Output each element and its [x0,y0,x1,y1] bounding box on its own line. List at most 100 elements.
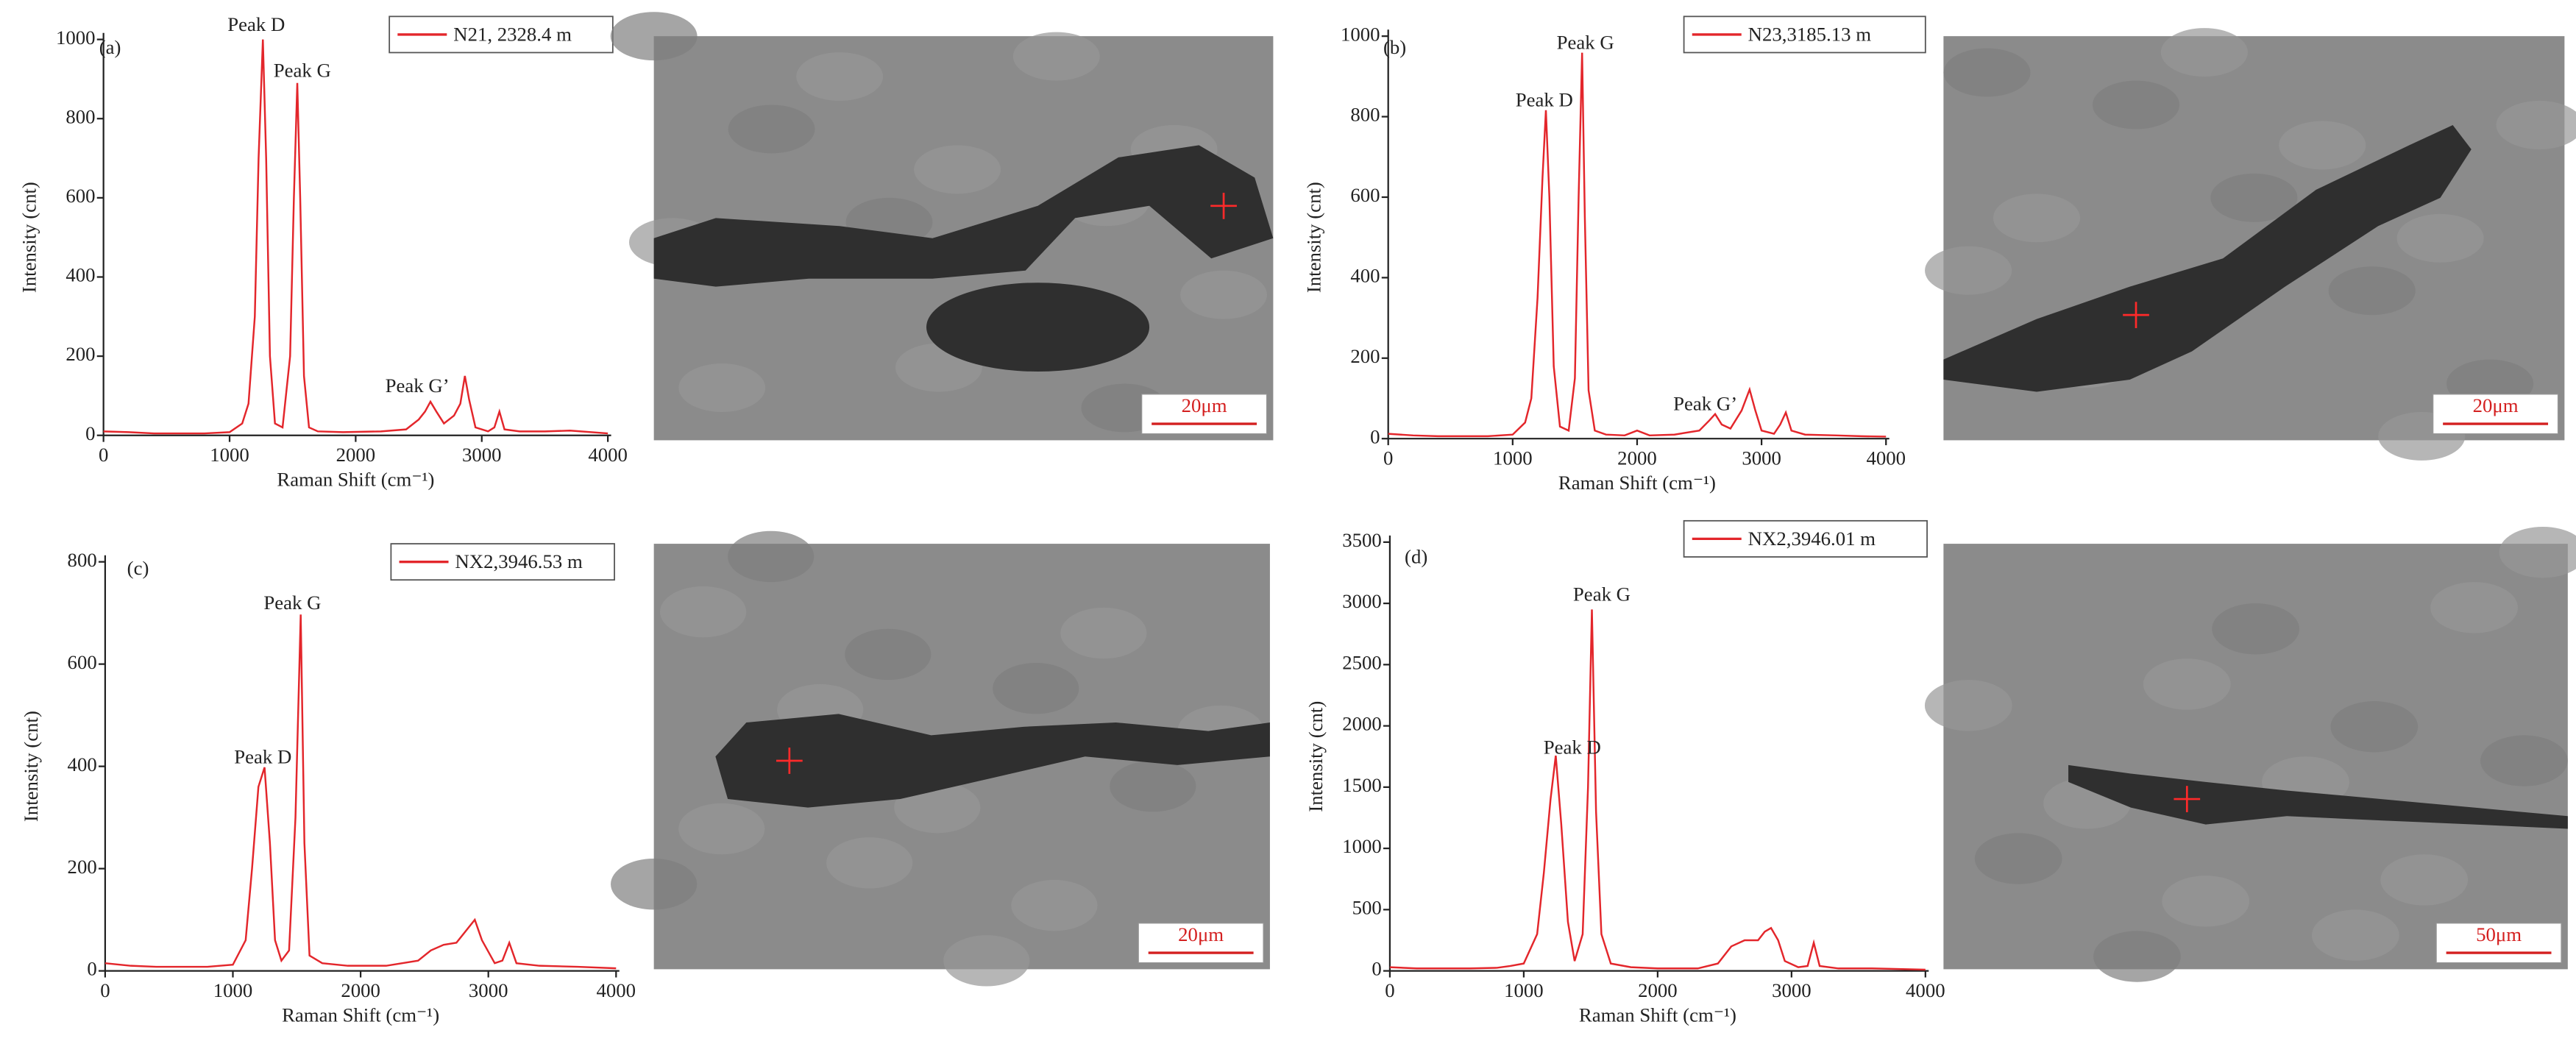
grain [1110,761,1196,812]
spectrum-line [104,614,617,970]
grain [2279,121,2366,170]
y-axis-label: Intensity (cnt) [18,182,40,293]
scale-bar-box [2433,394,2558,435]
grain [1974,833,2062,884]
grain [2092,80,2180,129]
x-tick-label: 2000 [336,444,376,466]
spectrum-line [103,39,608,435]
organic-blob [926,283,1150,372]
grain [2093,931,2181,982]
panel-label: (c) [127,557,149,579]
x-tick-label: 3000 [1742,447,1781,469]
grain [845,628,932,681]
grain [2212,603,2299,655]
peak-annotation: Peak D [1516,89,1573,111]
y-tick-label: 800 [65,105,95,127]
x-axis-label: Raman Shift (cm⁻¹) [277,468,434,490]
y-tick-label: 3000 [1342,590,1382,612]
peak-annotation: Peak G [274,59,331,81]
grain [1924,680,2012,731]
legend-label: NX2,3946.01 m [1748,528,1876,550]
panel-label: (a) [99,36,121,58]
x-tick-label: 1000 [213,979,253,1001]
grain [1180,270,1267,319]
grain [678,363,766,412]
y-tick-label: 600 [65,185,95,207]
grain [728,530,815,583]
grain [2328,266,2416,316]
y-tick-label: 400 [1350,265,1380,287]
scale-bar-box [2435,923,2562,964]
peak-annotation: Peak D [234,746,291,768]
x-tick-label: 3000 [1772,979,1812,1001]
peak-annotation: Peak G’ [386,374,450,397]
x-tick-label: 1000 [1504,979,1544,1001]
x-axis-label: Raman Shift (cm⁻¹) [1558,472,1716,494]
y-axis-label: Intensity (cnt) [1303,182,1325,293]
y-tick-label: 0 [87,958,96,980]
peak-annotation: Peak G’ [1673,393,1737,415]
y-tick-label: 200 [68,856,97,878]
x-tick-label: 4000 [597,979,636,1001]
x-tick-label: 1000 [1493,447,1533,469]
grain [826,837,913,889]
spectrum-line [1388,52,1887,438]
grain [2430,582,2518,633]
grain [660,586,747,638]
grain [2160,28,2248,77]
organic-pore [653,145,1274,287]
y-tick-label: 0 [1372,958,1381,980]
grain [2143,658,2231,710]
legend-label: NX2,3946.53 m [455,550,583,572]
grain [728,104,815,154]
y-tick-label: 1000 [56,26,96,49]
grain [611,859,698,910]
grain [2311,909,2399,961]
x-tick-label: 3000 [462,444,502,466]
y-tick-label: 600 [1350,184,1380,206]
peak-annotation: Peak G [1557,31,1614,53]
y-tick-label: 500 [1352,896,1382,918]
y-tick-label: 600 [68,651,97,673]
y-tick-label: 2500 [1342,651,1382,673]
grain [610,12,698,61]
y-axis-label: Intensity (cnt) [1305,701,1327,812]
y-tick-label: 400 [68,753,97,775]
y-tick-label: 200 [65,343,95,365]
spectrum-line [1389,609,1926,971]
grain [1060,607,1147,659]
organic-pore [715,714,1270,808]
grain [796,52,884,102]
grain [2499,526,2576,578]
scale-bar-box [1141,394,1268,435]
y-axis-label: Intensity (cnt) [20,711,42,822]
grain [1943,48,2031,97]
y-tick-label: 3500 [1342,529,1382,551]
grain [2330,701,2419,753]
panel-label: (b) [1383,36,1406,58]
y-tick-label: 0 [85,422,95,444]
grain [993,663,1079,714]
y-tick-label: 400 [65,264,95,286]
grain [678,803,765,855]
x-tick-label: 2000 [1638,979,1678,1001]
grain [1011,879,1098,931]
y-tick-label: 2000 [1342,713,1382,735]
legend-label: N21, 2328.4 m [453,23,572,45]
scale-bar-label: 50μm [2476,923,2522,945]
grain [2480,735,2568,786]
peak-annotation: Peak D [1544,736,1601,758]
y-tick-label: 200 [1350,345,1380,367]
y-tick-label: 800 [68,549,97,571]
x-tick-label: 2000 [341,979,380,1001]
x-tick-label: 1000 [210,444,249,466]
grain [2210,173,2298,222]
peak-annotation: Peak G [1573,583,1631,606]
y-tick-label: 1000 [1341,23,1380,45]
grain [2496,101,2576,149]
x-tick-label: 0 [1385,979,1394,1001]
peak-annotation: Peak D [227,13,285,35]
x-tick-label: 2000 [1617,447,1657,469]
